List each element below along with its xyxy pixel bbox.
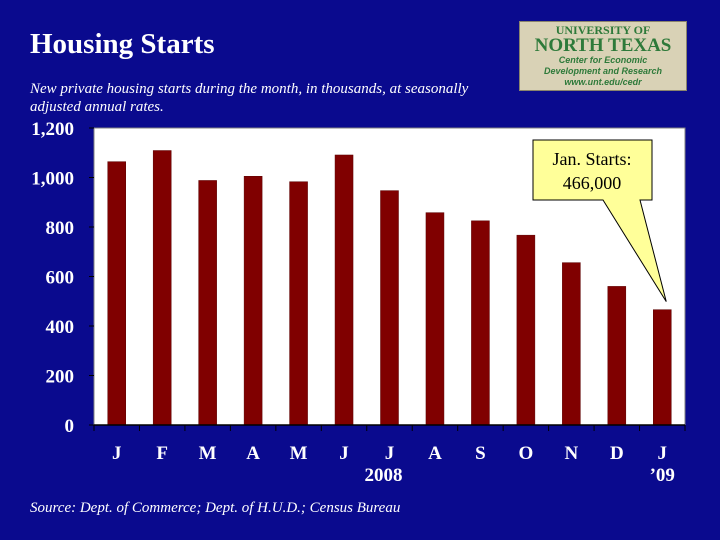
bar <box>516 234 536 426</box>
slide-subtitle: New private housing starts during the mo… <box>30 81 469 115</box>
x-tick-label: J <box>112 443 122 464</box>
x-tick-label: M <box>199 443 217 464</box>
y-axis: 0 200 400 600 800 1,000 1,200 <box>31 119 94 437</box>
bar <box>243 176 263 426</box>
x-tick-label: M <box>290 443 308 464</box>
bar <box>289 181 308 426</box>
bar <box>562 262 581 426</box>
x-tick-label: N <box>564 443 578 464</box>
callout-bubble <box>532 139 667 302</box>
bar <box>198 180 217 426</box>
bar <box>107 161 126 426</box>
bar <box>471 220 490 426</box>
bar <box>334 154 354 426</box>
bar <box>607 286 627 426</box>
jan-starts-callout: Jan. Starts: 466,000 <box>532 139 667 302</box>
bar-series <box>107 150 672 426</box>
logo-university-text: UNIVERSITY OF <box>556 23 651 37</box>
x-tick-label: D <box>610 443 624 464</box>
y-tick-label: 1,000 <box>31 169 74 190</box>
logo-graphic: UNIVERSITY OF NORTH TEXAS Center for Eco… <box>535 23 672 87</box>
logo-north-texas-text: NORTH TEXAS <box>535 35 672 56</box>
x-tick-label: F <box>156 443 168 464</box>
x-tick-label: O <box>518 443 533 464</box>
x-tick-label: A <box>428 443 442 464</box>
logo-development-text: Development and Research <box>544 66 663 76</box>
source-note: Source: Dept. of Commerce; Dept. of H.U.… <box>30 500 401 516</box>
x-year-label: 2008 <box>365 465 403 486</box>
bar <box>152 150 172 426</box>
logo-url-text: www.unt.edu/cedr <box>564 77 642 87</box>
y-tick-label: 600 <box>46 268 75 289</box>
callout-line-2: 466,000 <box>563 173 622 193</box>
x-tick-label: J <box>385 443 395 464</box>
x-tick-label: S <box>475 443 486 464</box>
x-tick-label: J <box>658 443 668 464</box>
y-tick-label: 400 <box>46 317 75 338</box>
bar <box>380 190 399 426</box>
slide-title: Housing Starts <box>30 28 215 60</box>
x-year-label: ’09 <box>650 465 675 486</box>
unt-logo: UNIVERSITY OF NORTH TEXAS Center for Eco… <box>519 21 687 91</box>
bar <box>425 212 445 426</box>
callout-line-1: Jan. Starts: <box>553 149 632 169</box>
logo-center-text: Center for Economic <box>559 55 648 65</box>
bar <box>653 309 672 426</box>
y-tick-label: 800 <box>46 218 75 239</box>
x-tick-label: A <box>246 443 260 464</box>
y-tick-label: 0 <box>65 416 75 437</box>
y-tick-label: 200 <box>46 367 75 388</box>
y-tick-label: 1,200 <box>31 119 74 140</box>
x-tick-label: J <box>339 443 349 464</box>
